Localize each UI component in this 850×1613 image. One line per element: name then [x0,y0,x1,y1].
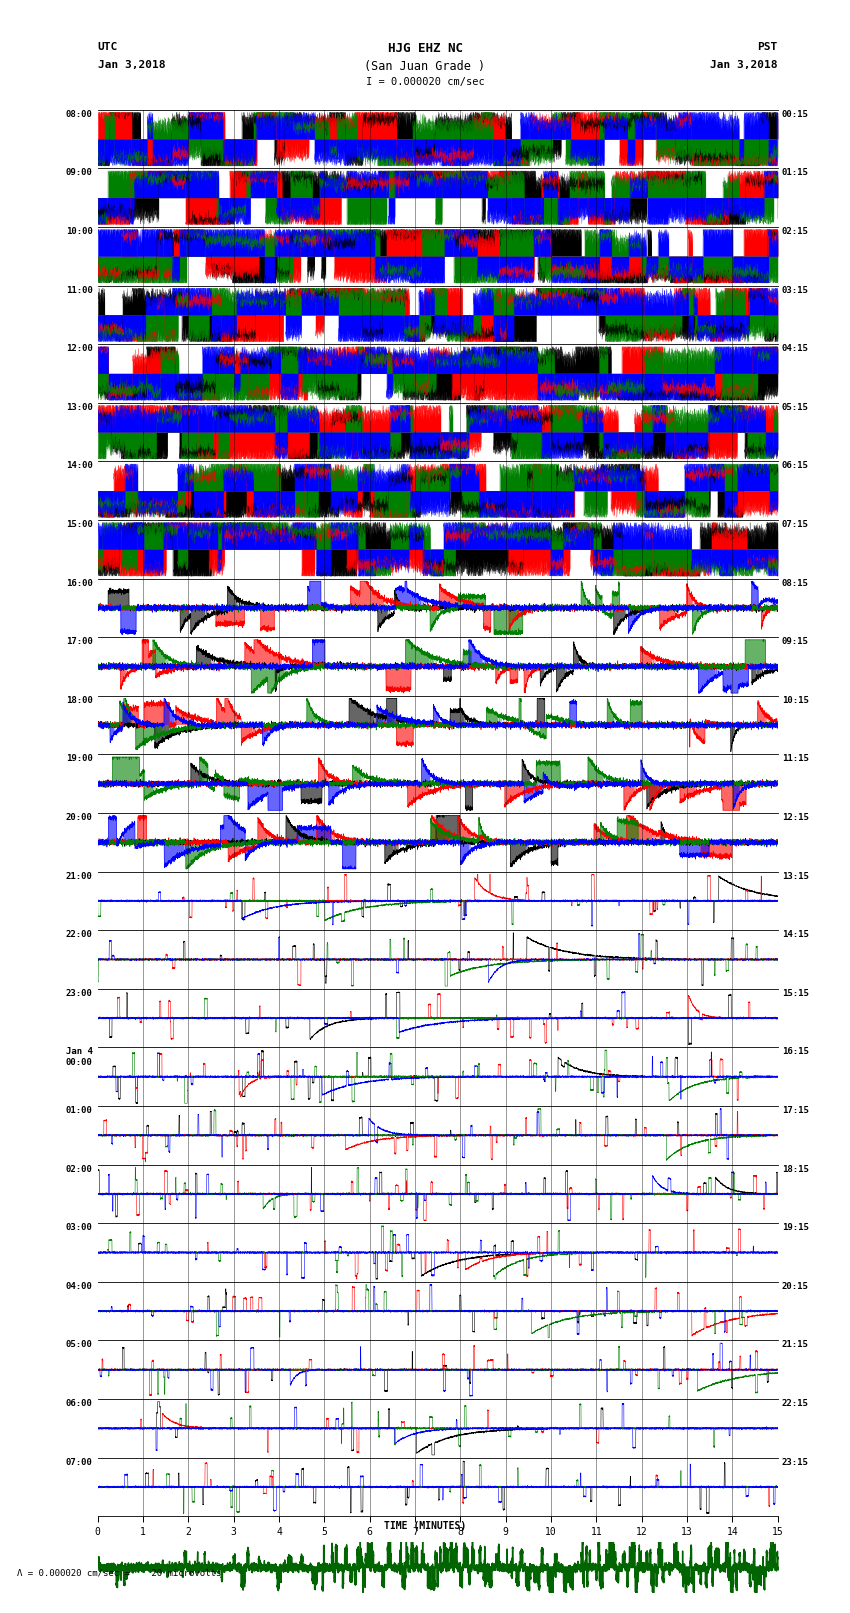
Text: 17:15: 17:15 [782,1107,809,1115]
Text: 20:00: 20:00 [65,813,93,823]
Text: 07:15: 07:15 [782,519,809,529]
Text: 01:15: 01:15 [782,168,809,177]
Text: 22:15: 22:15 [782,1398,809,1408]
Text: 11:15: 11:15 [782,755,809,763]
Text: 20:15: 20:15 [782,1282,809,1290]
Text: 08:00: 08:00 [65,110,93,119]
Text: 14:00: 14:00 [65,461,93,471]
Text: 21:00: 21:00 [65,871,93,881]
Text: PST: PST [757,42,778,52]
Text: 17:00: 17:00 [65,637,93,647]
Text: 14:15: 14:15 [782,931,809,939]
Text: 15:00: 15:00 [65,519,93,529]
Text: 08:15: 08:15 [782,579,809,587]
Text: 22:00: 22:00 [65,931,93,939]
Text: 16:15: 16:15 [782,1047,809,1057]
Text: I = 0.000020 cm/sec: I = 0.000020 cm/sec [366,77,484,87]
Text: 13:00: 13:00 [65,403,93,411]
Text: 05:15: 05:15 [782,403,809,411]
Text: 12:00: 12:00 [65,344,93,353]
Text: 10:15: 10:15 [782,695,809,705]
Text: 23:00: 23:00 [65,989,93,998]
Text: 06:15: 06:15 [782,461,809,471]
Text: 19:15: 19:15 [782,1223,809,1232]
Text: 19:00: 19:00 [65,755,93,763]
Text: 16:00: 16:00 [65,579,93,587]
Text: 15:15: 15:15 [782,989,809,998]
Text: Λ = 0.000020 cm/sec =    20 microvolts: Λ = 0.000020 cm/sec = 20 microvolts [17,1568,221,1578]
Text: 10:00: 10:00 [65,227,93,235]
Text: Jan 4
00:00: Jan 4 00:00 [65,1047,93,1066]
Text: 03:00: 03:00 [65,1223,93,1232]
Text: 06:00: 06:00 [65,1398,93,1408]
Text: 09:00: 09:00 [65,168,93,177]
Text: 21:15: 21:15 [782,1340,809,1350]
Text: 02:00: 02:00 [65,1165,93,1174]
Text: 23:15: 23:15 [782,1458,809,1466]
Text: Jan 3,2018: Jan 3,2018 [711,60,778,69]
Text: (San Juan Grade ): (San Juan Grade ) [365,60,485,73]
Text: 12:15: 12:15 [782,813,809,823]
Text: 18:15: 18:15 [782,1165,809,1174]
Text: 05:00: 05:00 [65,1340,93,1350]
Text: 04:00: 04:00 [65,1282,93,1290]
Text: 18:00: 18:00 [65,695,93,705]
Text: 09:15: 09:15 [782,637,809,647]
Text: 03:15: 03:15 [782,286,809,295]
Text: HJG EHZ NC: HJG EHZ NC [388,42,462,55]
Text: 11:00: 11:00 [65,286,93,295]
Text: 07:00: 07:00 [65,1458,93,1466]
Text: 13:15: 13:15 [782,871,809,881]
Text: UTC: UTC [98,42,118,52]
Text: Jan 3,2018: Jan 3,2018 [98,60,165,69]
Text: 02:15: 02:15 [782,227,809,235]
Text: TIME (MINUTES): TIME (MINUTES) [384,1521,466,1531]
Text: 00:15: 00:15 [782,110,809,119]
Text: 04:15: 04:15 [782,344,809,353]
Text: 01:00: 01:00 [65,1107,93,1115]
